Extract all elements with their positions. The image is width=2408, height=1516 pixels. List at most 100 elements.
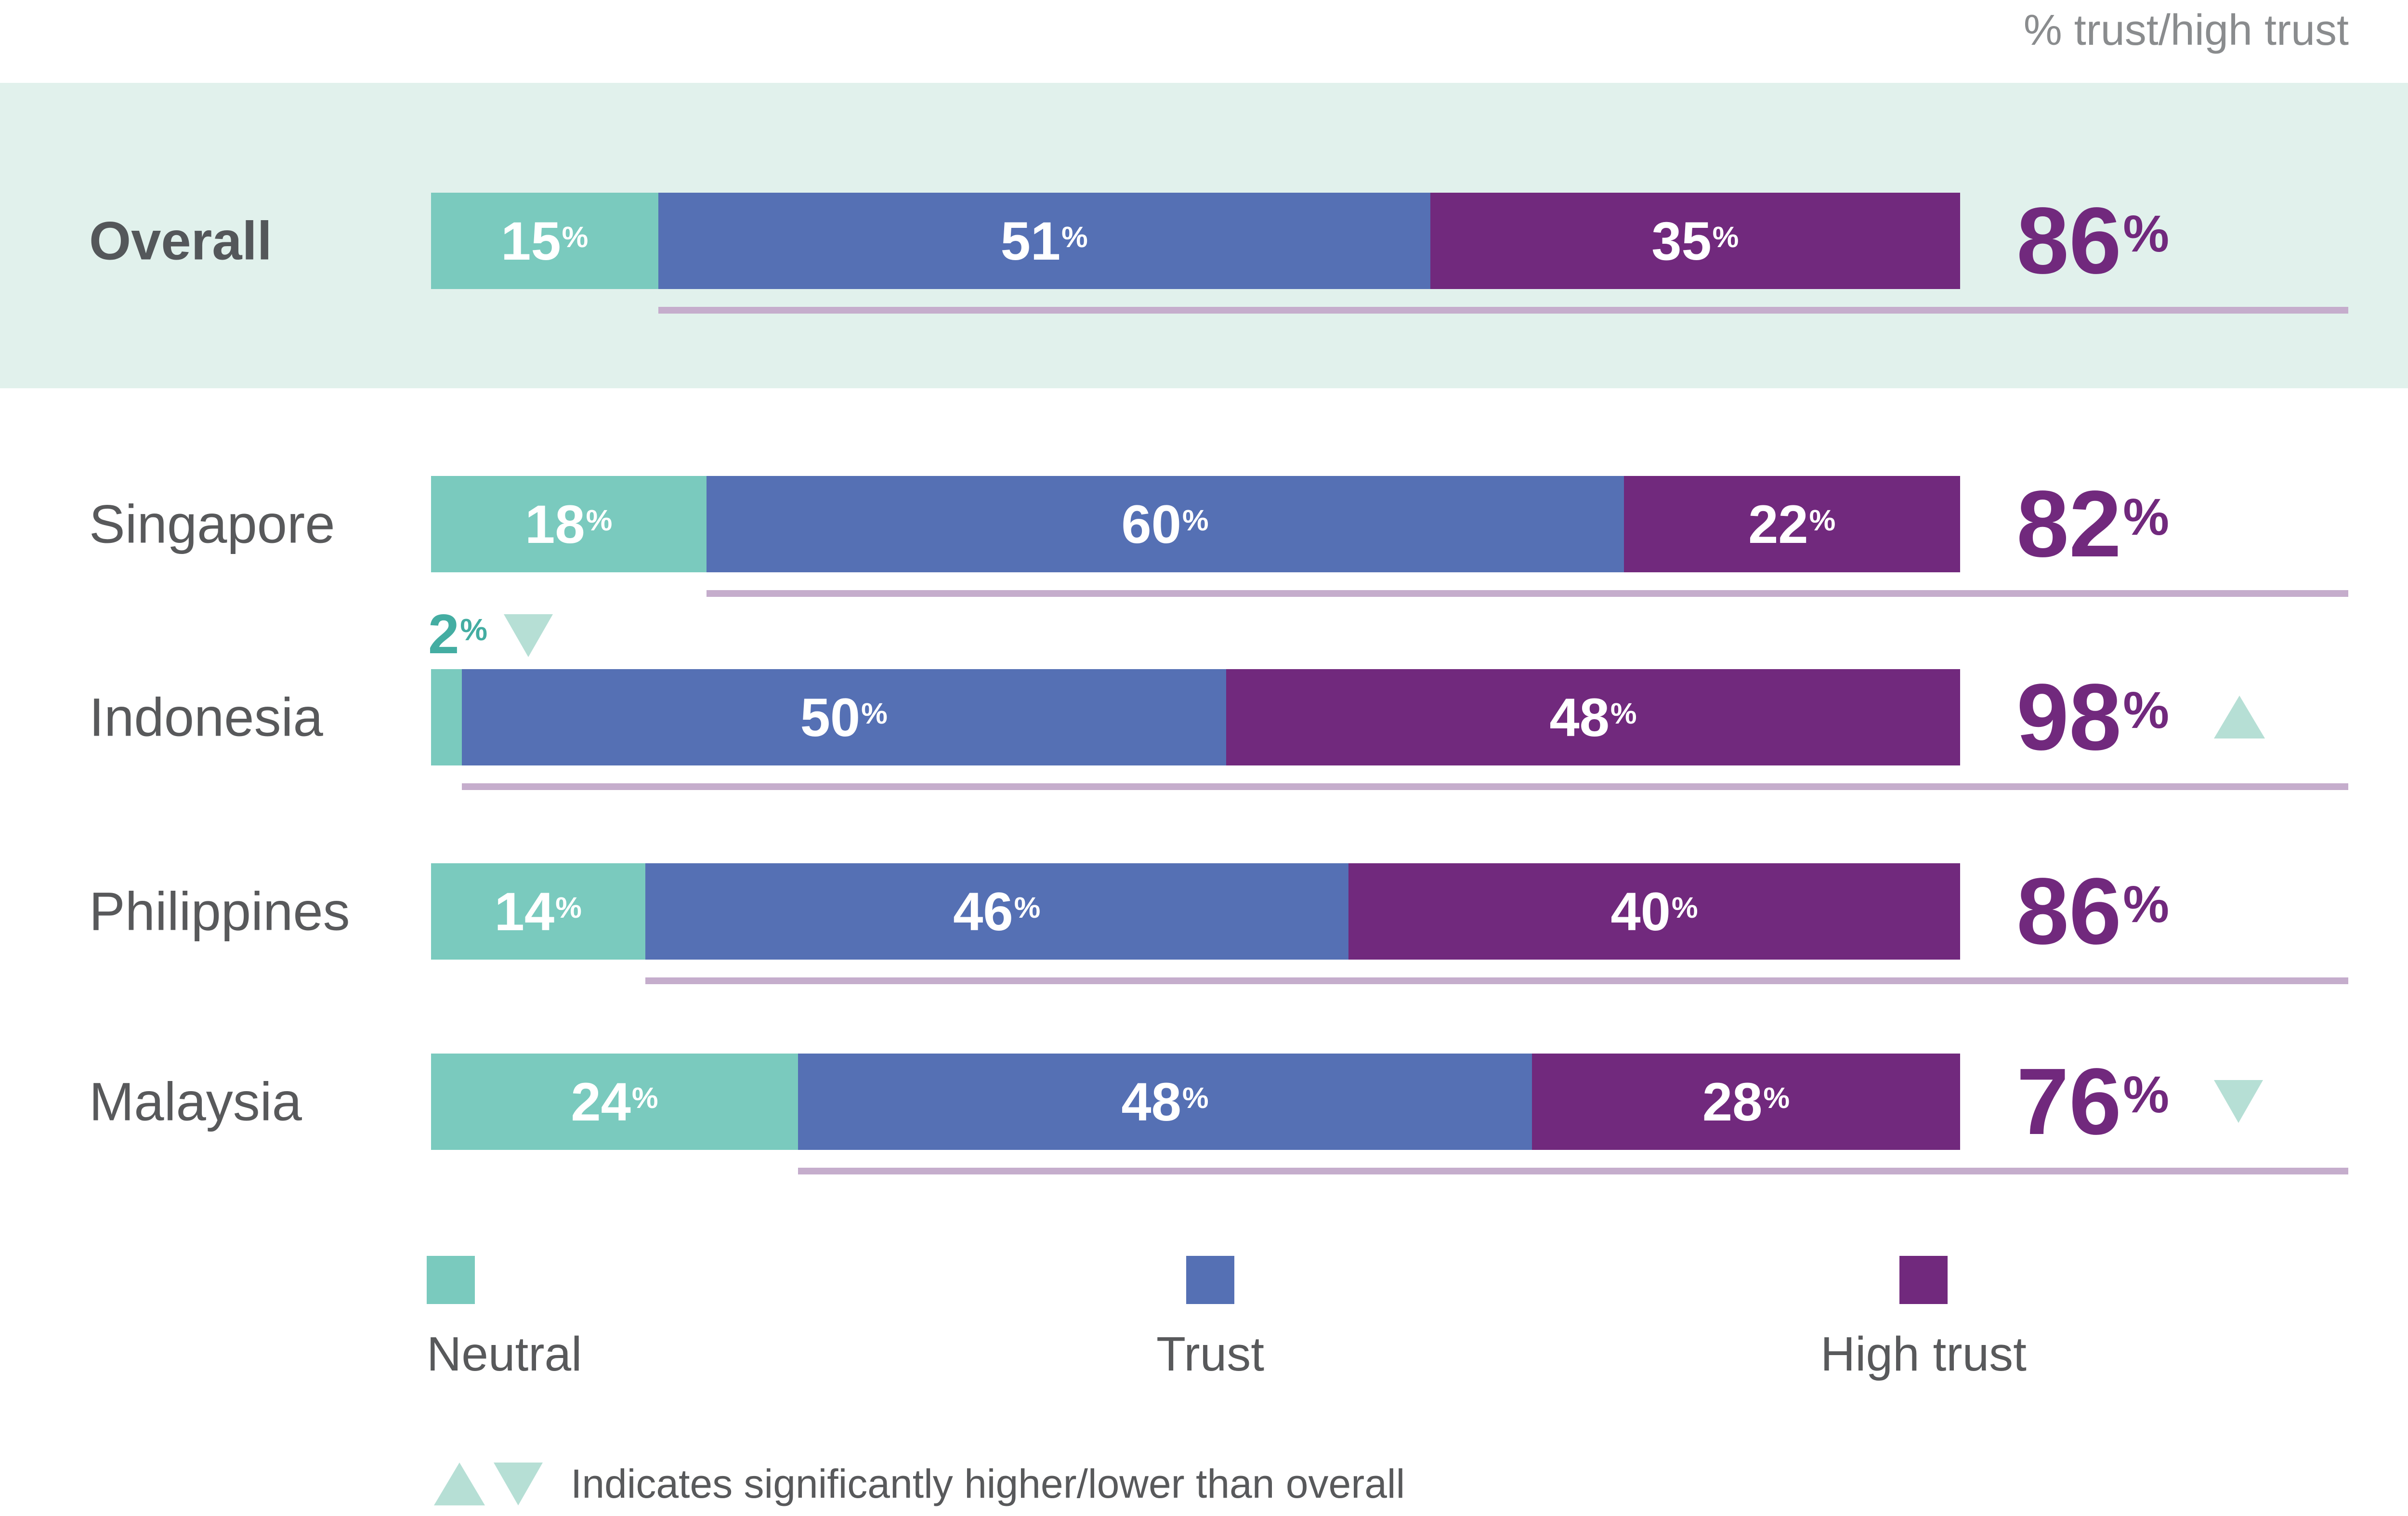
segment-value-label: 48%	[1549, 686, 1636, 749]
total-value: 86%	[2016, 863, 2169, 974]
row-label-indonesia: Indonesia	[89, 687, 323, 748]
percent-sign: %	[2123, 487, 2170, 546]
row-overall: Overall 15% 51% 35% 86%	[0, 193, 2408, 314]
total-value-number: 86	[2016, 858, 2122, 964]
significance-note-text: Indicates significantly higher/lower tha…	[571, 1461, 1405, 1506]
segment-value-number: 18	[525, 494, 585, 554]
row-label-philippines: Philippines	[89, 881, 350, 942]
bar-segment-neutral	[431, 669, 462, 765]
legend-label-high-trust: High trust	[1820, 1327, 2027, 1381]
segment-value-label: 24%	[571, 1071, 658, 1133]
percent-sign: %	[1610, 697, 1637, 730]
significance-note: Indicates significantly higher/lower tha…	[434, 1461, 1405, 1507]
neutral-significance-lower-icon	[504, 614, 553, 657]
segment-value-label: 51%	[1001, 210, 1088, 272]
neutral-annotation-value: 2%	[428, 606, 488, 666]
total-value-number: 76	[2016, 1049, 2122, 1154]
segment-value-label: 40%	[1610, 881, 1698, 943]
row-indonesia: Indonesia 50% 48% 98% 2%	[0, 606, 2408, 790]
bar-segment-high-trust: 48%	[1226, 669, 1960, 765]
percent-sign: %	[2123, 1065, 2170, 1123]
percent-sign: %	[1182, 503, 1209, 537]
bar-segment-trust: 50%	[461, 669, 1226, 765]
segment-value-label: 14%	[495, 881, 582, 943]
bar-segment-neutral: 24%	[431, 1054, 798, 1150]
total-value: 98%	[2016, 669, 2169, 780]
segment-value-number: 60	[1121, 494, 1181, 554]
total-value: 86%	[2016, 193, 2169, 303]
significance-higher-icon	[2214, 696, 2265, 738]
segment-value-label: 15%	[501, 210, 588, 272]
bar-segment-high-trust: 28%	[1532, 1054, 1960, 1150]
segment-value-number: 40	[1610, 881, 1671, 942]
legend-swatch-neutral	[427, 1256, 475, 1304]
segment-value-label: 28%	[1702, 1071, 1790, 1133]
stacked-bar-overall: 15% 51% 35%	[431, 193, 1960, 289]
bar-segment-trust: 51%	[658, 193, 1430, 289]
stacked-bar-philippines: 14% 46% 40%	[431, 863, 1960, 960]
percent-sign: %	[2123, 874, 2170, 933]
segment-value-number: 48	[1121, 1071, 1181, 1132]
segment-value-number: 22	[1748, 494, 1808, 554]
segment-value-label: 46%	[953, 881, 1040, 943]
stacked-bar-singapore: 18% 60% 22%	[431, 476, 1960, 572]
bar-segment-neutral: 14%	[431, 863, 645, 960]
percent-sign: %	[1809, 503, 1836, 537]
legend-item-neutral: Neutral	[427, 1256, 582, 1382]
percent-sign: %	[1014, 891, 1041, 924]
bar-segment-trust: 46%	[645, 863, 1348, 960]
bar-segment-high-trust: 22%	[1623, 476, 1960, 572]
segment-value-label: 35%	[1651, 210, 1739, 272]
segment-value-number: 28	[1702, 1071, 1763, 1132]
stacked-bar-malaysia: 24% 48% 28%	[431, 1054, 1960, 1150]
percent-sign: %	[1182, 1081, 1209, 1115]
neutral-value-annotation: 2%	[428, 606, 553, 666]
segment-value-label: 22%	[1748, 493, 1835, 555]
percent-sign: %	[555, 891, 582, 924]
percent-sign: %	[586, 503, 613, 537]
segment-value-label: 18%	[525, 493, 612, 555]
bar-segment-neutral: 18%	[431, 476, 707, 572]
significance-lower-icon	[494, 1463, 543, 1505]
segment-value-label: 50%	[800, 686, 888, 749]
bar-segment-high-trust: 35%	[1430, 193, 1960, 289]
percent-sign: %	[2123, 204, 2170, 263]
legend-swatch-high-trust	[1899, 1256, 1948, 1304]
segment-value-number: 24	[571, 1071, 631, 1132]
row-philippines: Philippines 14% 46% 40% 86%	[0, 863, 2408, 984]
segment-value-label: 48%	[1121, 1071, 1208, 1133]
segment-value-number: 35	[1651, 211, 1712, 271]
percent-sign: %	[631, 1081, 658, 1115]
percent-sign: %	[1712, 220, 1739, 254]
legend-item-trust: Trust	[1156, 1256, 1264, 1382]
total-value-number: 82	[2016, 471, 2122, 577]
stacked-bar-indonesia: 50% 48%	[431, 669, 1960, 765]
bar-segment-trust: 48%	[798, 1054, 1532, 1150]
legend-label-trust: Trust	[1156, 1327, 1265, 1381]
bar-segment-neutral: 15%	[431, 193, 658, 289]
legend: Neutral Trust High trust	[0, 1256, 2408, 1420]
neutral-annotation-number: 2	[428, 603, 459, 665]
percent-sign: %	[460, 612, 488, 647]
legend-item-high-trust: High trust	[1820, 1256, 2027, 1382]
percent-sign: %	[1671, 891, 1698, 924]
row-label-malaysia: Malaysia	[89, 1071, 302, 1132]
bar-segment-trust: 60%	[706, 476, 1624, 572]
segment-value-number: 14	[494, 881, 555, 942]
row-malaysia: Malaysia 24% 48% 28% 76%	[0, 1054, 2408, 1174]
segment-value-number: 48	[1549, 687, 1610, 748]
total-value: 82%	[2016, 476, 2169, 587]
trust-span-underline	[461, 783, 2348, 790]
row-label-singapore: Singapore	[89, 494, 335, 554]
segment-value-number: 51	[1000, 211, 1061, 271]
row-label-overall: Overall	[89, 211, 272, 271]
significance-higher-icon	[434, 1463, 485, 1505]
bar-segment-high-trust: 40%	[1348, 863, 1960, 960]
row-singapore: Singapore 18% 60% 22% 82%	[0, 476, 2408, 597]
segment-value-number: 50	[800, 687, 861, 748]
segment-value-label: 60%	[1121, 493, 1208, 555]
percent-sign: %	[1763, 1081, 1790, 1115]
total-value: 76%	[2016, 1054, 2169, 1164]
trust-span-underline	[645, 977, 2348, 984]
